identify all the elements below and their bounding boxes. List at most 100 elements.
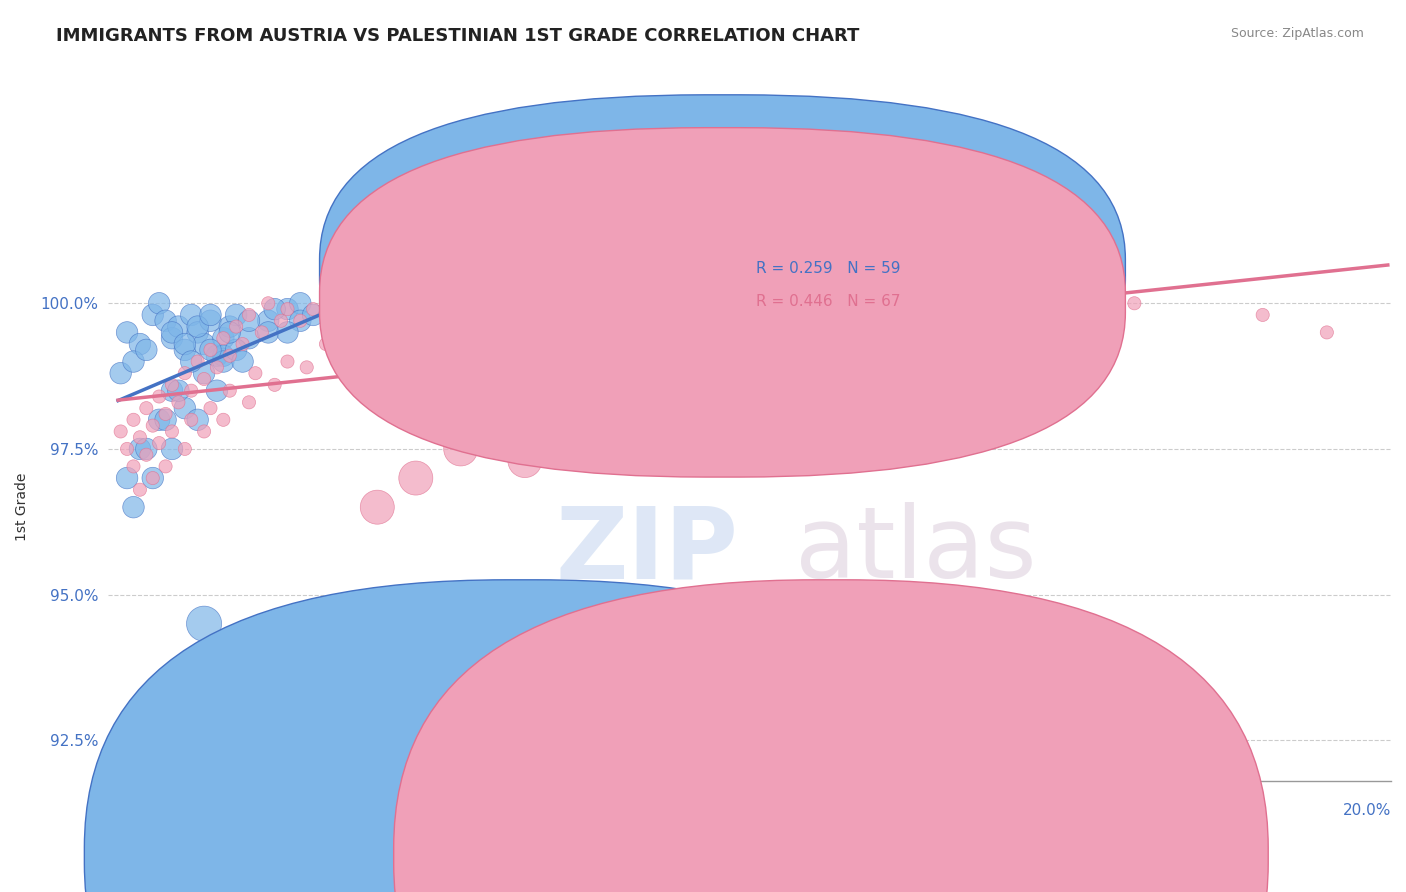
Point	[167, 319, 190, 334]
Point	[129, 483, 152, 497]
Point	[385, 319, 408, 334]
Point	[187, 326, 209, 340]
Point	[180, 308, 202, 322]
Point	[238, 331, 260, 345]
Text: 20.0%: 20.0%	[1343, 803, 1391, 818]
Text: Palestinians: Palestinians	[858, 848, 949, 863]
Point	[173, 442, 195, 456]
Point	[160, 326, 183, 340]
Point	[225, 319, 247, 334]
Point	[167, 384, 190, 398]
Point	[148, 413, 170, 427]
Point	[738, 308, 761, 322]
Text: ZIP: ZIP	[555, 502, 738, 599]
Point	[481, 296, 503, 310]
Point	[238, 308, 260, 322]
Point	[110, 366, 132, 380]
Point	[173, 337, 195, 351]
Point	[135, 401, 157, 416]
Point	[245, 366, 267, 380]
Point	[122, 459, 145, 474]
Point	[135, 442, 157, 456]
Point	[218, 349, 240, 363]
FancyBboxPatch shape	[319, 128, 1125, 477]
Point	[200, 343, 222, 357]
Point	[180, 354, 202, 368]
Point	[160, 384, 183, 398]
Text: 0.0%: 0.0%	[108, 803, 146, 818]
Point	[353, 337, 375, 351]
Point	[173, 343, 195, 357]
Text: Immigrants from Austria: Immigrants from Austria	[548, 848, 735, 863]
Point	[115, 471, 138, 485]
Point	[167, 395, 190, 409]
Point	[218, 319, 240, 334]
Point	[142, 418, 165, 433]
Point	[148, 390, 170, 404]
Point	[212, 413, 235, 427]
Text: R = 0.446   N = 67: R = 0.446 N = 67	[756, 294, 900, 310]
Point	[160, 425, 183, 439]
Point	[340, 296, 363, 310]
Point	[250, 326, 273, 340]
Point	[212, 349, 235, 363]
Point	[155, 314, 177, 328]
Point	[122, 500, 145, 515]
Point	[366, 500, 388, 515]
Point	[129, 430, 152, 444]
Point	[302, 302, 325, 317]
Point	[290, 296, 312, 310]
Point	[353, 337, 375, 351]
Point	[160, 377, 183, 392]
Point	[257, 314, 280, 328]
Point	[276, 302, 298, 317]
Point	[129, 442, 152, 456]
FancyBboxPatch shape	[319, 95, 1125, 444]
Point	[155, 407, 177, 421]
Point	[135, 448, 157, 462]
Point	[173, 366, 195, 380]
Point	[187, 354, 209, 368]
Text: R = 0.259   N = 59: R = 0.259 N = 59	[756, 261, 900, 277]
Point	[212, 331, 235, 345]
Point	[187, 319, 209, 334]
Point	[193, 372, 215, 386]
Point	[193, 616, 215, 631]
Point	[205, 349, 228, 363]
Point	[115, 326, 138, 340]
Point	[193, 366, 215, 380]
Point	[193, 425, 215, 439]
Point	[290, 314, 312, 328]
Point	[160, 442, 183, 456]
Point	[263, 377, 285, 392]
Point	[160, 331, 183, 345]
Point	[180, 384, 202, 398]
Point	[135, 343, 157, 357]
Point	[238, 395, 260, 409]
Point	[122, 413, 145, 427]
Point	[232, 337, 254, 351]
Point	[200, 343, 222, 357]
Point	[225, 343, 247, 357]
Text: atlas: atlas	[796, 502, 1038, 599]
Point	[321, 296, 343, 310]
Point	[1316, 326, 1339, 340]
Point	[263, 302, 285, 317]
Point	[1123, 296, 1146, 310]
Point	[257, 326, 280, 340]
Point	[995, 296, 1018, 310]
Point	[276, 302, 298, 317]
Point	[142, 308, 165, 322]
Point	[276, 354, 298, 368]
Point	[148, 436, 170, 450]
Point	[866, 302, 889, 317]
Point	[340, 319, 363, 334]
Point	[1251, 308, 1274, 322]
Point	[450, 308, 472, 322]
Point	[295, 360, 318, 375]
Point	[173, 401, 195, 416]
Point	[385, 326, 408, 340]
Point	[238, 314, 260, 328]
Point	[212, 354, 235, 368]
Point	[200, 314, 222, 328]
